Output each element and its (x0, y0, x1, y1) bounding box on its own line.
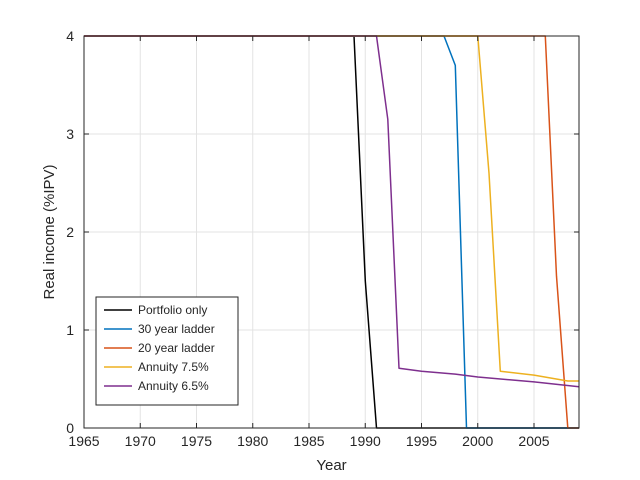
y-tick-label: 4 (66, 28, 74, 44)
x-tick-label: 1975 (181, 433, 212, 449)
x-tick-label: 1970 (125, 433, 156, 449)
axis-ticks (83, 35, 579, 429)
tick-labels: 1965 1970 1975 1980 1985 1990 1995 2000 2005 0 1 2 3… (66, 28, 550, 449)
x-tick-label: 1965 (68, 433, 99, 449)
legend-label: 20 year ladder (138, 341, 215, 355)
x-tick-label: 1980 (237, 433, 268, 449)
y-axis-label: Real income (%IPV) (41, 164, 58, 299)
x-tick-label: 1985 (293, 433, 324, 449)
y-tick-label: 2 (66, 224, 74, 240)
legend: Portfolio only 30 year ladder 20 year ladd… (95, 296, 239, 406)
x-tick-label: 1995 (406, 433, 437, 449)
legend-label: 30 year ladder (138, 322, 215, 336)
y-tick-label: 3 (66, 126, 74, 142)
x-tick-label: 2005 (518, 433, 549, 449)
legend-box (95, 296, 239, 406)
y-tick-label: 0 (66, 420, 74, 436)
x-axis-label: Year (316, 457, 346, 474)
y-tick-label: 1 (66, 322, 74, 338)
legend-label: Portfolio only (138, 303, 207, 317)
legend-label: Annuity 6.5% (138, 379, 209, 393)
legend-label: Annuity 7.5% (138, 360, 209, 374)
x-tick-label: 1990 (350, 433, 381, 449)
x-tick-label: 2000 (462, 433, 493, 449)
series-line-5 (84, 35, 580, 388)
